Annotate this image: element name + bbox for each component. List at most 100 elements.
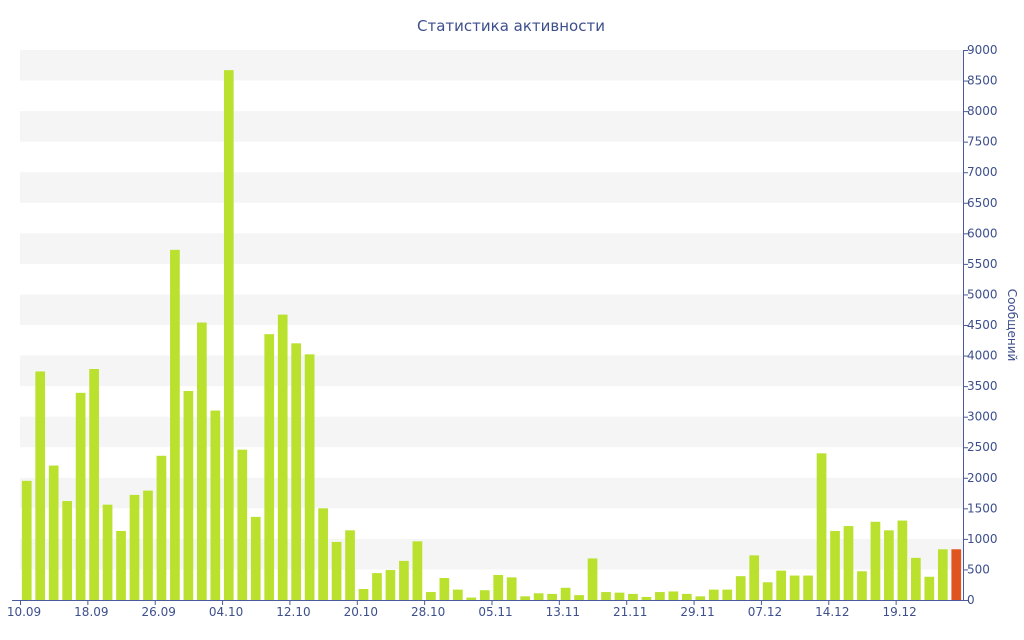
bar[interactable] <box>681 593 692 600</box>
bar[interactable] <box>816 453 827 600</box>
bar[interactable] <box>628 593 638 600</box>
bar[interactable] <box>857 571 867 600</box>
bar[interactable] <box>426 592 436 600</box>
bar[interactable] <box>385 570 396 600</box>
x-tick-label: 19.12 <box>882 605 916 619</box>
bar[interactable] <box>587 558 598 600</box>
x-tick-label: 10.09 <box>7 605 41 619</box>
y-tick-label: 2500 <box>967 440 998 454</box>
bar[interactable] <box>116 530 126 600</box>
bar[interactable] <box>830 530 840 600</box>
x-tick-label: 18.09 <box>74 605 108 619</box>
x-tick-label: 21.11 <box>613 605 647 619</box>
x-tick-label: 13.11 <box>546 605 580 619</box>
bar[interactable] <box>277 314 288 600</box>
chart-title: Статистика активности <box>417 17 605 35</box>
bar[interactable] <box>439 578 450 600</box>
bar[interactable] <box>708 589 719 600</box>
bar[interactable] <box>547 593 557 600</box>
bar[interactable] <box>506 577 517 600</box>
bar[interactable] <box>304 354 315 600</box>
bar[interactable] <box>520 596 531 600</box>
bar[interactable] <box>345 530 355 600</box>
bar[interactable] <box>250 516 261 600</box>
bar[interactable] <box>452 589 463 600</box>
y-tick-label: 3500 <box>967 379 998 393</box>
bar[interactable] <box>466 597 477 600</box>
y-axis-ticks: 0 500 1000 1500 2000 2500 3000 3500 4000 4500 5000… <box>963 43 998 607</box>
bar[interactable] <box>655 592 665 600</box>
bar[interactable] <box>789 575 800 600</box>
bar[interactable] <box>197 322 207 600</box>
y-tick-label: 5000 <box>967 287 998 301</box>
bar[interactable] <box>735 576 746 600</box>
grid-band <box>20 172 963 203</box>
bar[interactable] <box>803 575 813 600</box>
bar[interactable] <box>897 520 908 600</box>
bar[interactable] <box>223 70 234 600</box>
bar[interactable] <box>574 595 584 600</box>
x-tick-label: 28.10 <box>411 605 445 619</box>
bar[interactable] <box>937 549 948 600</box>
bar[interactable] <box>48 465 59 600</box>
y-tick-label: 8500 <box>967 74 998 88</box>
bar[interactable] <box>210 410 221 600</box>
bar[interactable] <box>170 249 180 601</box>
x-tick-label: 20.10 <box>344 605 378 619</box>
x-tick-label: 26.09 <box>142 605 176 619</box>
bar[interactable] <box>372 573 382 600</box>
bar[interactable] <box>776 570 786 600</box>
bar[interactable] <box>668 591 679 600</box>
bar[interactable] <box>762 582 773 600</box>
bar[interactable] <box>102 504 113 600</box>
y-tick-label: 0 <box>967 593 975 607</box>
bar[interactable] <box>533 593 544 600</box>
bar[interactable] <box>318 508 328 600</box>
bar[interactable] <box>399 560 409 600</box>
bar[interactable] <box>412 541 423 600</box>
bar[interactable] <box>749 555 760 600</box>
y-tick-label: 4500 <box>967 318 998 332</box>
y-tick-label: 500 <box>967 562 990 576</box>
bar[interactable] <box>695 596 706 600</box>
y-tick-label: 6500 <box>967 196 998 210</box>
y-tick-label: 8000 <box>967 104 998 118</box>
bar[interactable] <box>21 480 32 600</box>
bar[interactable] <box>884 530 894 600</box>
bar[interactable] <box>479 590 490 600</box>
bar[interactable] <box>156 455 167 600</box>
y-tick-label: 6000 <box>967 226 998 240</box>
bar[interactable] <box>911 557 921 600</box>
bar[interactable] <box>951 549 962 600</box>
bar[interactable] <box>143 490 153 600</box>
bar[interactable] <box>870 521 881 600</box>
bar[interactable] <box>75 392 86 600</box>
bar[interactable] <box>722 589 733 600</box>
x-tick-label: 12.10 <box>276 605 310 619</box>
bar[interactable] <box>843 526 854 600</box>
bar[interactable] <box>614 592 625 600</box>
bar[interactable] <box>35 371 46 600</box>
bar[interactable] <box>331 541 342 600</box>
y-axis-label: Сообщений <box>1005 289 1019 362</box>
bar[interactable] <box>264 334 275 600</box>
bar[interactable] <box>924 576 935 600</box>
bar[interactable] <box>237 449 248 600</box>
y-tick-label: 2000 <box>967 471 998 485</box>
y-tick-label: 7500 <box>967 135 998 149</box>
y-tick-label: 5500 <box>967 257 998 271</box>
bar[interactable] <box>601 592 611 600</box>
bar[interactable] <box>89 369 99 600</box>
bar[interactable] <box>291 343 302 600</box>
x-tick-label: 29.11 <box>680 605 714 619</box>
bar[interactable] <box>641 596 652 600</box>
bar[interactable] <box>129 494 140 600</box>
y-tick-label: 4000 <box>967 349 998 363</box>
grid-band <box>20 233 963 264</box>
bar[interactable] <box>493 574 504 600</box>
bar[interactable] <box>560 587 571 600</box>
bar[interactable] <box>183 391 194 600</box>
bar[interactable] <box>62 501 72 600</box>
bar[interactable] <box>358 589 369 600</box>
